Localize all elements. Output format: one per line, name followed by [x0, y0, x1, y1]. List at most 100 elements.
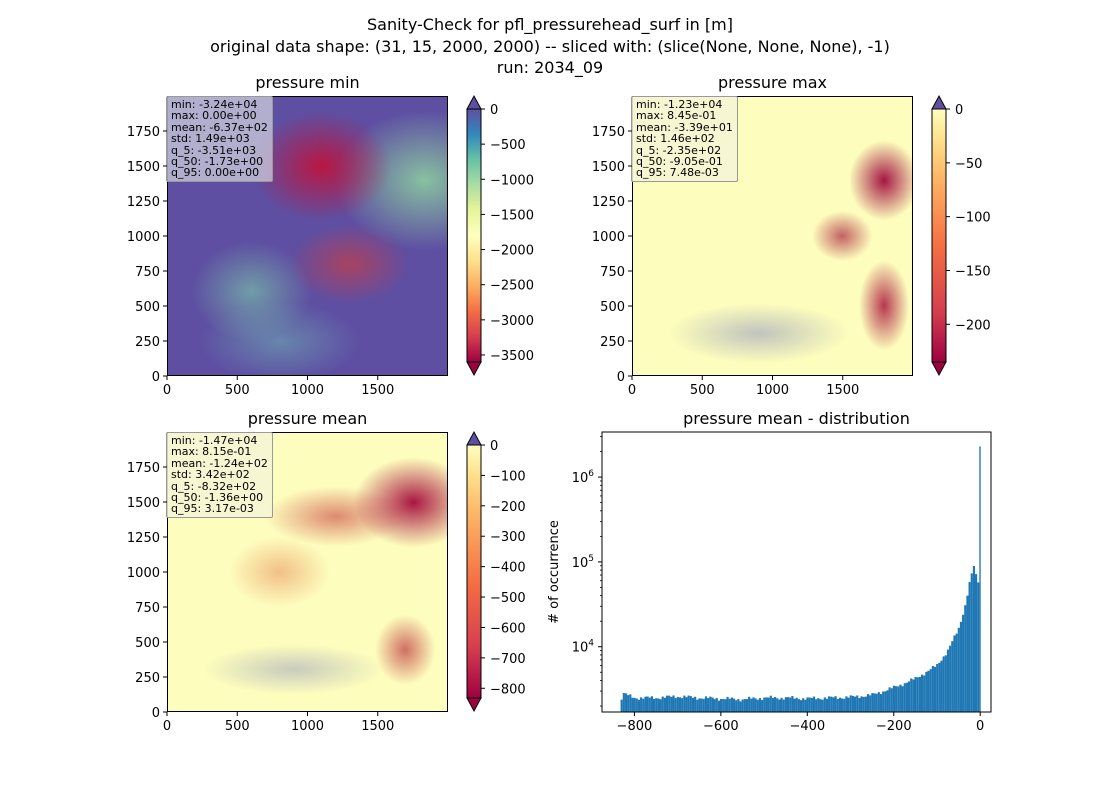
histogram-bar [977, 582, 980, 712]
histogram-bar [778, 699, 781, 712]
stats-line: q_5: -3.51e+03 [171, 143, 257, 157]
x-tick-label: 0 [163, 719, 171, 734]
histogram-bar [771, 698, 775, 712]
colorbar-tick-label: −600 [490, 621, 526, 636]
colorbar-tick-label: −100 [490, 469, 526, 484]
histogram-bar [905, 682, 909, 712]
histogram-bar [903, 683, 906, 712]
histogram-bar [860, 696, 863, 712]
stats-line: std: 3.42e+02 [171, 468, 250, 482]
colorbar-tick-label: −800 [490, 682, 526, 697]
histogram-bar [856, 695, 859, 712]
histogram-bar [715, 698, 718, 712]
colorbar [931, 108, 947, 363]
stats-line: q_95: 0.00e+00 [171, 166, 260, 180]
histogram-bar [890, 688, 893, 712]
histogram-bar [799, 700, 803, 712]
histogram-bar [828, 696, 831, 712]
histogram-bar [957, 627, 960, 712]
histogram-bar [806, 697, 809, 712]
x-tick-label: 500 [225, 383, 250, 398]
histogram-bar [633, 697, 636, 712]
y-tick-label: 0 [152, 706, 160, 721]
histogram-bar [914, 677, 917, 712]
histogram-bar [780, 697, 783, 712]
y-tick-label: 104 [572, 639, 595, 656]
stats-line: max: 8.45e-01 [636, 109, 717, 123]
y-tick-label: 1750 [127, 125, 160, 140]
histogram-bar [745, 699, 749, 712]
y-tick-label: 250 [600, 335, 625, 350]
stats-line: std: 1.46e+02 [636, 132, 715, 146]
histogram-bar [892, 685, 896, 712]
y-tick-label: 250 [135, 335, 160, 350]
histogram-bar [951, 641, 954, 712]
stats-line: max: 0.00e+00 [171, 109, 257, 123]
histogram-bar [925, 671, 928, 712]
histogram-bar [843, 698, 846, 712]
colorbar-tick-label: −500 [490, 138, 526, 153]
colorbar [466, 108, 482, 363]
histogram-bar [802, 698, 805, 712]
histogram-bar [916, 677, 919, 712]
histogram-bar [949, 645, 952, 712]
histogram-bar [624, 693, 628, 712]
histogram-bar [882, 691, 885, 712]
histogram-bar [661, 696, 664, 712]
histogram-bar [750, 698, 753, 712]
histogram-bar [936, 664, 939, 712]
histogram-bar [897, 686, 900, 712]
histogram-bar [910, 678, 913, 712]
histogram-bar [853, 696, 857, 712]
histogram-bar [670, 696, 673, 712]
histogram-bar [901, 686, 904, 712]
histogram-bar [830, 696, 833, 712]
histogram-bar [884, 691, 887, 712]
histogram-bar [672, 695, 675, 712]
histogram-bar [975, 574, 978, 712]
histogram-bar [763, 697, 766, 712]
histogram-bar [728, 698, 731, 712]
y-tick-label: 250 [135, 671, 160, 686]
histogram-bar [765, 697, 768, 712]
histogram-bar [970, 573, 973, 712]
histogram-bar [665, 695, 669, 712]
histogram-bar [815, 699, 818, 712]
histogram-bar [929, 669, 932, 712]
histogram-bar [637, 699, 641, 712]
y-tick-label: 1750 [127, 461, 160, 476]
stats-line: q_5: -8.32e+02 [171, 479, 257, 493]
colorbar-tick-label: −3500 [490, 349, 534, 364]
y-tick-label: 0 [152, 370, 160, 385]
y-tick-label: 1500 [127, 160, 160, 175]
histogram-bar [739, 701, 742, 712]
histogram-bar [858, 698, 861, 712]
histogram-bar [737, 699, 740, 712]
histogram-bar [823, 697, 826, 712]
panel-title-pressure-min: pressure min [255, 73, 360, 92]
x-tick-label: 0 [628, 383, 636, 398]
histogram-bar [717, 700, 720, 712]
histogram-bar [758, 698, 762, 712]
colorbars: 0−500−1000−1500−2000−2500−3000−35000−50−… [466, 94, 991, 713]
histogram-bar [838, 697, 842, 712]
colorbar-extend-bottom [931, 361, 947, 377]
colorbar-tick-label: −200 [955, 318, 991, 333]
y-tick-label: 750 [135, 265, 160, 280]
histogram-bar [640, 697, 643, 712]
figure-title-line-1: Sanity-Check for pfl_pressurehead_surf i… [367, 15, 733, 34]
histogram-bar [648, 697, 651, 712]
colorbar [466, 444, 482, 699]
histogram-bar [678, 697, 682, 712]
x-tick-label: −800 [617, 719, 653, 734]
y-tick-label: 500 [135, 300, 160, 315]
histogram-bar [851, 695, 854, 712]
colorbar-tick-label: 0 [490, 103, 498, 118]
histogram-bar [972, 566, 976, 712]
stats-line: q_50: -1.36e+00 [171, 491, 264, 505]
histogram-bar [821, 699, 824, 712]
histogram-bar [629, 694, 632, 712]
histogram-bar [959, 621, 963, 712]
histogram-bar [938, 662, 941, 712]
histogram-bar [793, 698, 796, 712]
